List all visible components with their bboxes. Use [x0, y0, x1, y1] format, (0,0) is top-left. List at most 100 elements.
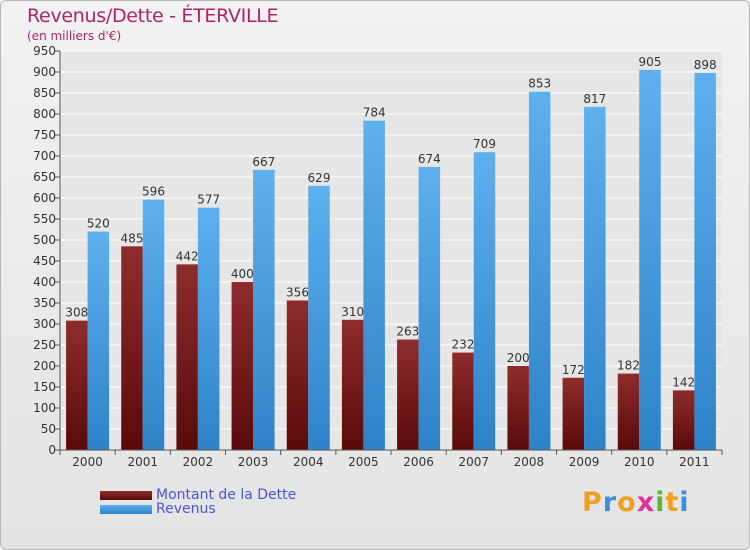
data-label-revenue: 905	[639, 55, 662, 69]
y-tick-label: 750	[33, 128, 56, 142]
logo-letter: i	[679, 487, 690, 518]
bar-revenue	[308, 185, 330, 450]
bars-layer	[66, 69, 716, 451]
chart-title: Revenus/Dette - ÉTERVILLE	[27, 5, 279, 27]
data-label-debt: 263	[396, 325, 419, 339]
plot-area	[60, 51, 722, 450]
y-tick-label: 600	[33, 191, 56, 205]
bar-revenue	[418, 166, 441, 451]
x-tick-label: 2003	[238, 455, 269, 469]
bar-revenue	[253, 169, 275, 451]
bar-revenue	[473, 152, 496, 450]
y-tick-label: 350	[33, 296, 56, 310]
y-tick-label: 500	[33, 233, 56, 247]
bar-revenue	[639, 69, 661, 451]
data-label-debt: 442	[176, 249, 199, 263]
y-tick-label: 400	[33, 275, 56, 289]
data-label-debt: 400	[231, 267, 254, 281]
data-label-debt: 308	[65, 306, 88, 320]
bar-debt	[341, 319, 364, 450]
y-tick-label: 700	[33, 149, 56, 163]
data-label-debt: 356	[286, 285, 309, 299]
data-label-revenue: 817	[583, 92, 606, 106]
bar-debt	[617, 373, 640, 450]
data-label-revenue: 853	[528, 77, 551, 91]
data-label-debt: 172	[562, 363, 585, 377]
bar-debt	[231, 282, 254, 450]
y-tick-label: 100	[33, 401, 56, 415]
legend-label-revenue: Revenus	[156, 501, 216, 517]
logo-letter: P	[582, 487, 603, 518]
y-tick-label: 950	[33, 44, 56, 58]
data-label-revenue: 898	[694, 58, 717, 72]
logo-letter: t	[665, 487, 680, 518]
y-tick-label: 0	[48, 443, 56, 457]
logo-letter: r	[602, 487, 618, 518]
y-tick-label: 850	[33, 86, 56, 100]
bar-debt	[66, 320, 88, 450]
bar-debt	[507, 366, 529, 450]
proxiti-logo: Proxiti	[582, 487, 690, 518]
data-label-revenue: 629	[308, 171, 331, 185]
x-tick-label: 2010	[624, 455, 655, 469]
chart-subtitle: (en milliers d'€)	[27, 29, 122, 43]
bar-revenue	[528, 91, 551, 451]
x-tick-label: 2009	[569, 455, 600, 469]
x-tick-label: 2008	[514, 455, 545, 469]
data-label-revenue: 667	[252, 155, 275, 169]
bar-debt	[286, 300, 309, 450]
y-tick-label: 800	[33, 107, 56, 121]
data-label-debt: 142	[672, 375, 695, 389]
data-label-revenue: 577	[197, 193, 220, 207]
axis-layer: 0 50 100 150 200 250 300 350 400 450 500 550 600 650 7…	[33, 44, 723, 469]
grid-layer	[60, 50, 722, 451]
y-tick-label: 450	[33, 254, 56, 268]
legend-label-debt: Montant de la Dette	[156, 487, 297, 503]
x-tick-label: 2002	[183, 455, 214, 469]
data-label-debt: 485	[121, 231, 144, 245]
bar-revenue	[197, 207, 220, 450]
y-tick-label: 650	[33, 170, 56, 184]
bar-revenue	[142, 199, 165, 450]
logo-letter: x	[636, 487, 656, 518]
logo-letter: o	[617, 487, 637, 518]
legend-swatch-revenue	[100, 505, 152, 514]
y-tick-label: 900	[33, 65, 56, 79]
data-label-debt: 232	[452, 338, 475, 352]
x-tick-label: 2000	[72, 455, 103, 469]
x-tick-label: 2011	[679, 455, 710, 469]
data-label-revenue: 674	[418, 152, 441, 166]
bar-debt	[121, 246, 143, 450]
bar-revenue	[694, 72, 716, 450]
logo-letter: i	[655, 487, 666, 518]
x-tick-label: 2006	[403, 455, 434, 469]
x-tick-label: 2005	[348, 455, 379, 469]
y-tick-label: 150	[33, 380, 56, 394]
y-tick-label: 550	[33, 212, 56, 226]
bar-debt	[672, 390, 695, 450]
data-label-revenue: 520	[87, 217, 110, 231]
data-label-revenue: 596	[142, 185, 165, 199]
data-label-debt: 200	[507, 351, 530, 365]
x-tick-label: 2001	[127, 455, 158, 469]
bar-debt	[452, 352, 474, 450]
x-tick-label: 2007	[458, 455, 489, 469]
data-label-debt: 182	[617, 359, 640, 373]
bar-debt	[176, 264, 198, 450]
data-label-revenue: 709	[473, 137, 496, 151]
y-tick-label: 200	[33, 359, 56, 373]
y-tick-label: 250	[33, 338, 56, 352]
bar-revenue	[87, 231, 110, 450]
data-label-debt: 310	[341, 305, 364, 319]
labels-layer: 308 520 485 596 442 577 400 667 356 629 310 784 263 6…	[65, 55, 716, 389]
bar-revenue	[584, 106, 606, 451]
bar-revenue	[363, 120, 385, 450]
data-label-revenue: 784	[363, 106, 386, 120]
bar-debt	[562, 377, 585, 450]
x-tick-label: 2004	[293, 455, 324, 469]
bar-debt	[397, 339, 419, 450]
y-tick-label: 50	[41, 422, 56, 436]
legend-swatch-debt	[100, 491, 152, 500]
y-tick-label: 300	[33, 317, 56, 331]
